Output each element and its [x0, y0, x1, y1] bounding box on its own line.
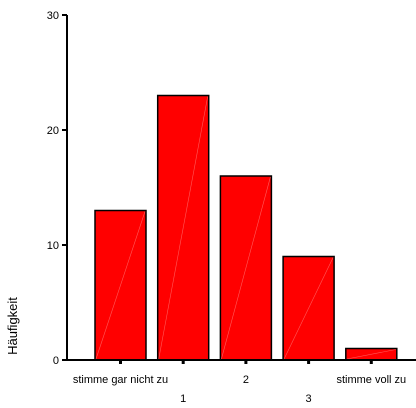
bar-highlight-1: [158, 96, 208, 360]
x-tick-label-0: stimme gar nicht zu: [73, 374, 168, 386]
y-tick-label-1: 10: [47, 240, 59, 252]
y-tick-label-3: 30: [47, 10, 59, 22]
bar-highlight-0: [95, 211, 146, 360]
x-tick-label-3: 3: [306, 393, 312, 405]
labels-layer: 0 10 20 30 stimme gar nicht zu 1 2 3 stimme voll…: [47, 10, 406, 405]
axes-layer: [62, 14, 416, 364]
y-tick-label-0: 0: [53, 355, 59, 367]
bar-highlight-3: [283, 257, 334, 360]
y-tick-label-2: 20: [47, 125, 59, 137]
x-tick-label-2: 2: [243, 374, 249, 386]
bar-highlight-2: [221, 176, 271, 360]
y-axis-title: Häufigkeit: [5, 297, 20, 355]
bars-layer: [94, 94, 398, 361]
x-tick-label-1: 1: [180, 393, 186, 405]
x-tick-label-4: stimme voll zu: [336, 374, 406, 386]
bar-highlight-4: [346, 349, 396, 360]
